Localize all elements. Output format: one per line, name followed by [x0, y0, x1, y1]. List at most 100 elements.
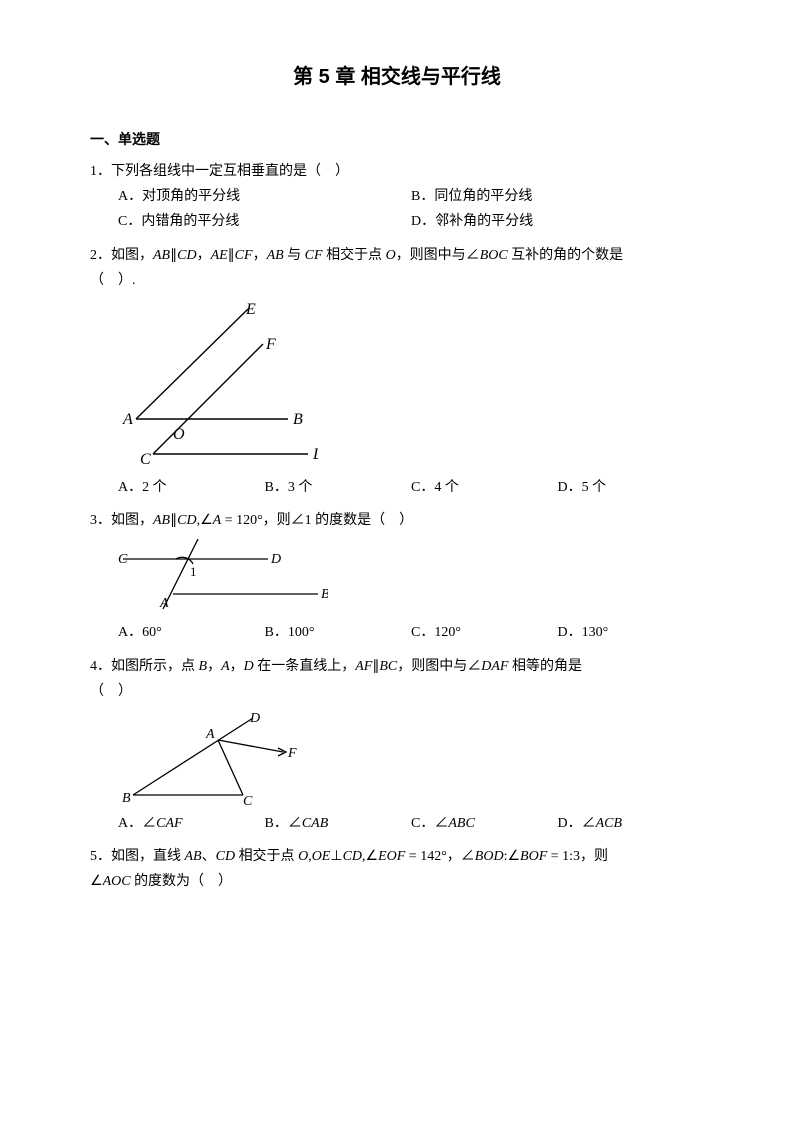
q2-t16: BOC — [480, 248, 508, 263]
q4-t1: 4．如图所示，点 — [90, 659, 199, 674]
q4-label-b: B — [122, 791, 131, 805]
q2-t2: AB — [153, 248, 170, 263]
q2-figure: E F A B O C D — [118, 299, 704, 469]
q1-opt-c: C．内错角的平分线 — [118, 209, 411, 234]
q4-t6: D — [244, 659, 254, 674]
q4-opt-d: D．∠ACB — [558, 811, 705, 836]
q5-t17: = 1:3，则 — [547, 849, 608, 864]
q3-opt-a: A．60° — [118, 620, 265, 645]
q4-opt-c: C．∠ABC — [411, 811, 558, 836]
q4-t10: BC — [379, 659, 397, 674]
q1-opt-d: D．邻补角的平分线 — [411, 209, 704, 234]
q5-t15: :∠ — [504, 849, 520, 864]
q4-t11: ，则图中与∠ — [397, 659, 481, 674]
q1-opt-b: B．同位角的平分线 — [411, 184, 704, 209]
q4-figure: D A F B C — [118, 710, 704, 805]
q2-t10: AB — [267, 248, 284, 263]
q2-t1: 2．如图， — [90, 248, 153, 263]
q1-opt-a: A．对顶角的平分线 — [118, 184, 411, 209]
q3-t4: CD — [177, 513, 196, 528]
q4-t14: （ ） — [90, 684, 132, 699]
q2-opt-b: B．3 个 — [265, 475, 412, 500]
q2-t7: ∥ — [228, 248, 235, 263]
q3-t5: ,∠ — [197, 513, 213, 528]
q5-t10: CD — [343, 849, 362, 864]
q1-stem: 1．下列各组线中一定互相垂直的是（ ） — [90, 159, 704, 184]
q5-t4: CD — [216, 849, 235, 864]
q2-t8: CF — [235, 248, 253, 263]
question-1: 1．下列各组线中一定互相垂直的是（ ） A．对顶角的平分线 B．同位角的平分线 … — [90, 159, 704, 235]
q2-options: A．2 个 B．3 个 C．4 个 D．5 个 — [90, 475, 704, 500]
q4-options: A．∠CAF B．∠CAB C．∠ABC D．∠ACB — [90, 811, 704, 836]
q4-t8: AF — [355, 659, 372, 674]
q3-label-c: C — [118, 552, 128, 567]
q5-t9: ⊥ — [330, 849, 342, 864]
q2-t5: ， — [197, 248, 211, 263]
q3-stem: 3．如图，AB∥CD,∠A = 120°，则∠1 的度数是（ ） — [90, 508, 704, 533]
question-2: 2．如图，AB∥CD，AE∥CF，AB 与 CF 相交于点 O，则图中与∠BOC… — [90, 243, 704, 501]
q5-t3: 、 — [202, 849, 216, 864]
q3-svg: C D A B 1 — [118, 539, 328, 614]
q2-svg: E F A B O C D — [118, 299, 318, 469]
q5-t8: OE — [312, 849, 331, 864]
q2-t11: 与 — [284, 248, 305, 263]
q2-label-d: D — [312, 446, 318, 463]
q4-stem-line2: （ ） — [90, 679, 704, 704]
q3-t1: 3．如图， — [90, 513, 153, 528]
q3-label-1: 1 — [190, 564, 197, 579]
q2-label-b: B — [293, 411, 303, 428]
q3-opt-c: C．120° — [411, 620, 558, 645]
q2-t4: CD — [177, 248, 196, 263]
q2-t13: 相交于点 — [323, 248, 386, 263]
q2-t6: AE — [211, 248, 228, 263]
q5-t19: AOC — [103, 874, 131, 889]
q4-opt-d-text: D．∠ACB — [558, 816, 623, 831]
q2-label-e: E — [245, 301, 256, 318]
q4-label-f: F — [287, 746, 297, 761]
question-4: 4．如图所示，点 B，A，D 在一条直线上，AF∥BC，则图中与∠DAF 相等的… — [90, 654, 704, 837]
q5-t16: BOF — [520, 849, 547, 864]
section-heading: 一、单选题 — [90, 129, 704, 149]
q4-opt-c-text: C．∠ABC — [411, 816, 475, 831]
q4-opt-b: B．∠CAB — [265, 811, 412, 836]
q3-t7: = 120°，则∠1 的度数是（ ） — [221, 513, 413, 528]
q4-label-d: D — [249, 711, 260, 726]
q3-label-d: D — [270, 552, 281, 567]
q3-figure: C D A B 1 — [118, 539, 704, 614]
q1-options: A．对顶角的平分线 B．同位角的平分线 C．内错角的平分线 D．邻补角的平分线 — [90, 184, 704, 234]
q4-opt-a-text: A．∠CAF — [118, 816, 183, 831]
q2-stem: 2．如图，AB∥CD，AE∥CF，AB 与 CF 相交于点 O，则图中与∠BOC… — [90, 243, 704, 268]
q2-stem-line2: （ ）. — [90, 268, 704, 293]
q4-t7: 在一条直线上， — [254, 659, 356, 674]
q2-t15: ，则图中与∠ — [396, 248, 480, 263]
q2-t14: O — [386, 248, 396, 263]
q5-t18: ∠ — [90, 874, 103, 889]
q2-opt-a: A．2 个 — [118, 475, 265, 500]
q2-t9: ， — [253, 248, 267, 263]
q5-t5: 相交于点 — [235, 849, 298, 864]
q4-t13: 相等的角是 — [508, 659, 582, 674]
q3-label-a: A — [159, 596, 169, 611]
q4-t12: DAF — [481, 659, 508, 674]
q5-stem-line2: ∠AOC 的度数为（ ） — [90, 869, 704, 894]
page-title: 第 5 章 相交线与平行线 — [90, 60, 704, 89]
q5-t20: 的度数为（ ） — [131, 874, 233, 889]
q2-opt-d: D．5 个 — [558, 475, 705, 500]
q4-stem: 4．如图所示，点 B，A，D 在一条直线上，AF∥BC，则图中与∠DAF 相等的… — [90, 654, 704, 679]
q4-label-c: C — [243, 794, 253, 805]
q4-t4: A — [221, 659, 230, 674]
q2-t18: （ ）. — [90, 273, 136, 288]
q2-label-f: F — [265, 336, 276, 353]
q2-label-c: C — [140, 451, 151, 468]
q4-label-a: A — [205, 727, 215, 742]
q2-t17: 互补的角的个数是 — [508, 248, 624, 263]
q2-t12: CF — [305, 248, 323, 263]
q3-t6: A — [213, 513, 222, 528]
q2-label-o: O — [173, 426, 185, 443]
q3-t2: AB — [153, 513, 170, 528]
q5-t11: ,∠ — [362, 849, 378, 864]
page: 第 5 章 相交线与平行线 一、单选题 1．下列各组线中一定互相垂直的是（ ） … — [0, 0, 794, 942]
q3-label-b: B — [321, 587, 328, 602]
q5-stem: 5．如图，直线 AB、CD 相交于点 O,OE⊥CD,∠EOF = 142°，∠… — [90, 844, 704, 869]
q5-t6: O — [298, 849, 308, 864]
